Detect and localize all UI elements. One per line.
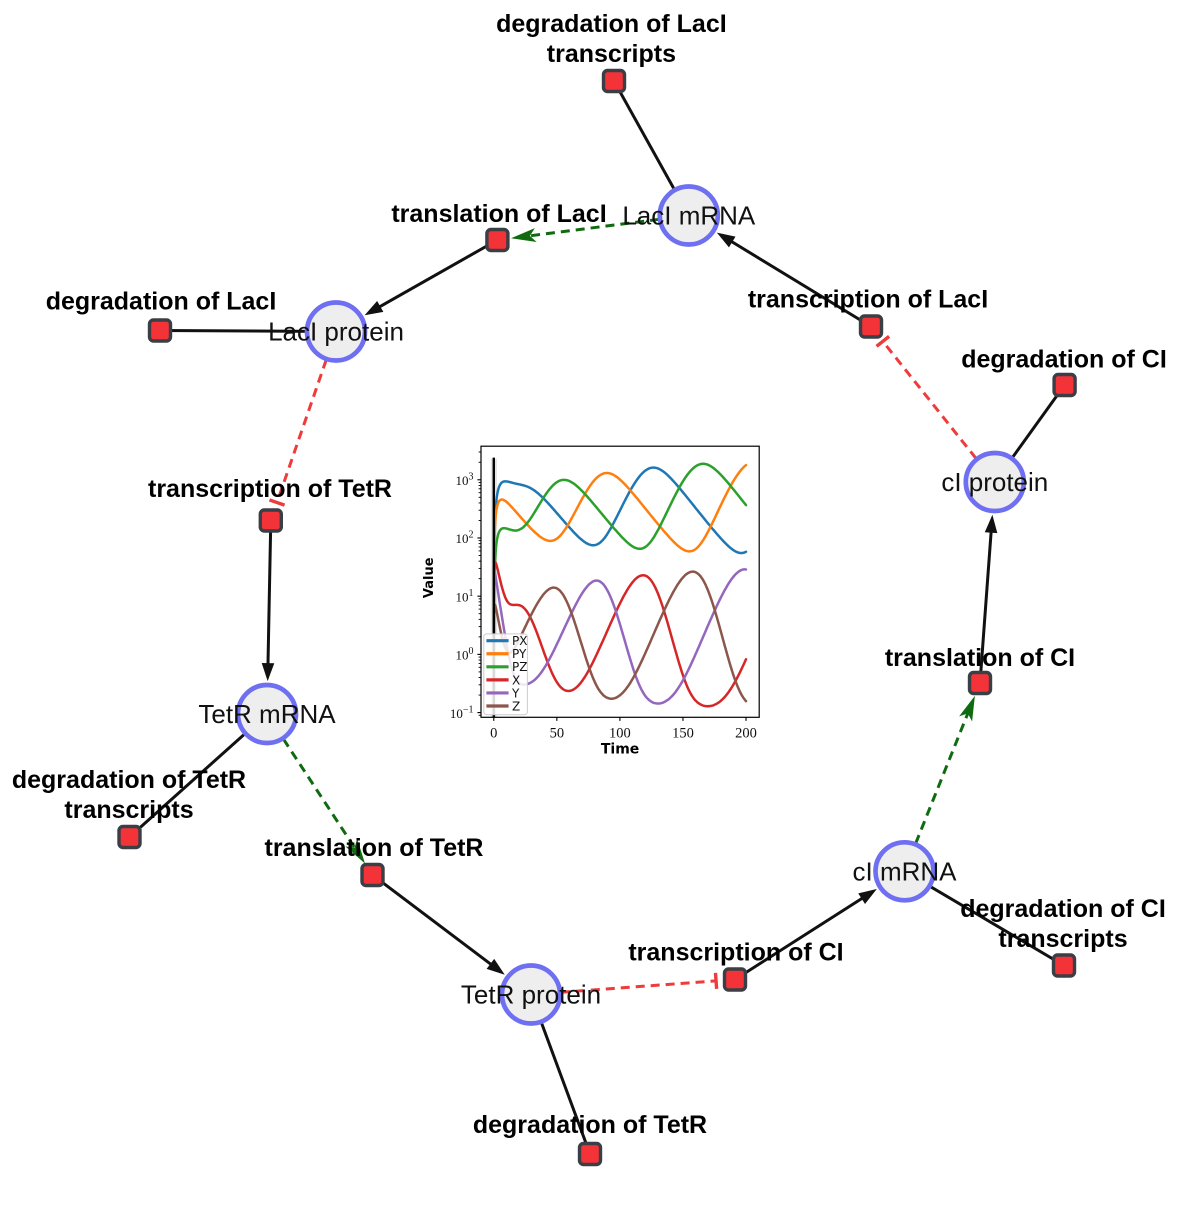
x-tick-label: 50 — [550, 725, 565, 741]
reaction-node-deg_Y_tr — [117, 824, 142, 850]
reaction-label-tl_Y: translation of TetR — [265, 834, 484, 862]
legend-label-Z: Z — [512, 699, 520, 713]
y-tick-label: 100 — [456, 646, 474, 663]
inhibition-tbar — [713, 972, 719, 989]
reaction-node-tr_Y — [258, 508, 283, 533]
reaction-label-deg_Y_tr-line2: transcripts — [64, 796, 193, 824]
reaction-label-deg_PX: degradation of LacI — [46, 288, 277, 316]
reaction-label-deg_X_tr-line1: degradation of LacI — [496, 10, 727, 38]
reaction-label-tr_X: transcription of LacI — [748, 286, 988, 314]
legend-label-X: X — [512, 673, 520, 687]
species-node-X — [657, 184, 721, 247]
reaction-node-tl_X — [485, 227, 510, 253]
reaction-node-deg_X_tr — [601, 68, 627, 94]
reaction-label-deg_PZ: degradation of CI — [961, 346, 1167, 374]
species-node-PY — [499, 963, 563, 1026]
reaction-node-tl_Y — [360, 862, 385, 888]
reaction-node-tr_Z — [722, 967, 748, 992]
edge-production-tl_Z-PZ — [978, 522, 994, 684]
x-tick-label: 200 — [735, 725, 757, 741]
edge-production-tr_Y-Y — [266, 520, 273, 674]
arrowhead-modifier — [510, 228, 537, 243]
edge-production-tl_Y-PY — [371, 873, 500, 972]
arrowhead-production — [716, 232, 736, 248]
species-label-Z: cI mRNA — [853, 856, 958, 886]
curve-PX — [492, 466, 748, 718]
species-node-Z — [873, 839, 936, 903]
reaction-node-deg_PZ — [1052, 372, 1077, 398]
inhibition-tbar — [268, 498, 286, 507]
arrowhead-modifier — [345, 838, 365, 864]
legend-label-Y: Y — [511, 686, 520, 700]
reaction-label-tr_Y: transcription of TetR — [148, 475, 392, 503]
inset-background — [419, 434, 784, 768]
reaction-label-deg_PY: degradation of TetR — [473, 1111, 707, 1139]
reaction-label-tl_X: translation of LacI — [391, 200, 606, 228]
reaction-label-deg_Z_tr-line2: transcripts — [998, 925, 1127, 953]
x-axis-label: Time — [601, 741, 639, 757]
species-node-PX — [304, 300, 368, 363]
reaction-node-tl_Z — [967, 670, 993, 696]
species-node-PZ — [963, 450, 1027, 514]
species-label-Y: TetR mRNA — [198, 699, 336, 729]
y-axis-label: Value — [422, 557, 437, 598]
legend-label-PZ: PZ — [512, 660, 527, 674]
label-layer: degradation of LacItranscriptstranslatio… — [12, 10, 1167, 1139]
legend-label-PX: PX — [512, 634, 527, 648]
reaction-label-tl_Z: translation of CI — [885, 644, 1075, 672]
arrowhead-production — [984, 514, 998, 534]
x-tick-label: 100 — [609, 725, 631, 741]
species-label-PZ: cI protein — [941, 467, 1048, 497]
x-tick-label: 0 — [490, 725, 497, 741]
species-label-PX: LacI protein — [268, 317, 404, 347]
reaction-node-deg_Z_tr — [1051, 953, 1077, 978]
reaction-label-deg_Y_tr-line1: degradation of TetR — [12, 766, 246, 794]
species-label-PY: TetR protein — [461, 980, 601, 1010]
arrowhead-modifier — [959, 695, 975, 722]
reaction-label-deg_Z_tr-line1: degradation of CI — [960, 895, 1166, 923]
y-tick-label: 102 — [456, 530, 474, 547]
inset-plot: 0 50 100 150 20010−1100101102103TimeValuePXP… — [419, 434, 784, 768]
edge-modifier-X-tl_X — [526, 214, 689, 238]
curve-PZ — [492, 462, 748, 718]
edge-production-tr_X-X — [722, 235, 872, 328]
y-tick-label: 101 — [456, 588, 474, 605]
reaction-label-deg_X_tr-line2: transcripts — [547, 40, 676, 68]
node-layer — [117, 68, 1077, 1167]
y-tick-label: 103 — [456, 471, 474, 488]
legend-label-PY: PY — [512, 647, 527, 661]
species-label-X: LacI mRNA — [622, 201, 756, 231]
curve-PY — [492, 463, 748, 718]
curve-X — [492, 561, 748, 708]
y-tick-label: 10−1 — [450, 704, 474, 721]
reaction-node-tr_X — [858, 314, 884, 339]
edge-production-tl_X-PX — [370, 238, 499, 313]
x-tick-label: 150 — [672, 725, 694, 741]
edge-production-tr_Z-Z — [734, 892, 871, 981]
reaction-label-tr_Z: transcription of CI — [628, 939, 843, 967]
arrowhead-production — [858, 888, 877, 904]
inhibition-tbar — [875, 335, 891, 348]
arrowhead-production — [486, 958, 505, 975]
arrowhead-production — [261, 663, 275, 682]
arrowhead-production — [364, 300, 384, 316]
reaction-node-deg_PY — [577, 1141, 603, 1167]
species-node-Y — [235, 682, 299, 746]
edge-modifier-Y-tl_Y — [265, 713, 358, 851]
reaction-node-deg_PX — [147, 318, 173, 343]
